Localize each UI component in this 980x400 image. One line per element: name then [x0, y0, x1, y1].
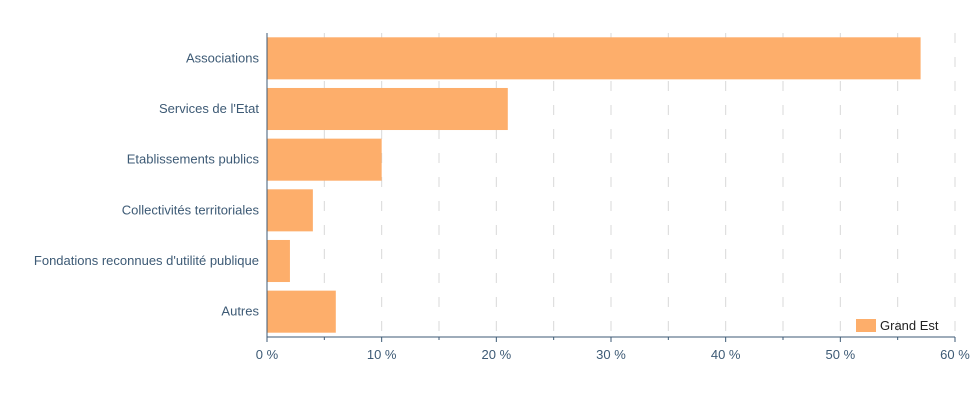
bar: [267, 239, 290, 283]
bars: [267, 37, 921, 333]
axes: [266, 33, 956, 342]
category-label: Collectivités territoriales: [122, 202, 260, 217]
x-tick-label: 50 %: [826, 347, 856, 362]
x-tick-label: 30 %: [596, 347, 626, 362]
bar: [267, 37, 921, 80]
grid-lines: [323, 33, 956, 337]
x-tick-label: 0 %: [256, 347, 279, 362]
legend-label: Grand Est: [880, 318, 939, 333]
bar: [267, 189, 313, 232]
bar: [267, 138, 382, 181]
bar: [267, 87, 508, 131]
x-tick-labels: 0 % 10 % 20 % 30 % 40 % 50 % 60 %: [256, 347, 970, 362]
legend-swatch: [856, 319, 876, 332]
legend: Grand Est: [856, 318, 939, 333]
category-label: Etablissements publics: [127, 152, 260, 167]
category-labels: Associations Services de l'Etat Etablissem…: [34, 50, 260, 318]
category-label: Fondations reconnues d'utilité publique: [34, 253, 259, 268]
x-tick-label: 10 %: [367, 347, 397, 362]
x-tick-label: 60 %: [940, 347, 970, 362]
x-tick-label: 20 %: [482, 347, 512, 362]
category-label: Services de l'Etat: [159, 101, 259, 116]
category-label: Associations: [186, 50, 259, 65]
category-label: Autres: [221, 304, 259, 319]
bar: [267, 290, 336, 333]
x-tick-label: 40 %: [711, 347, 741, 362]
